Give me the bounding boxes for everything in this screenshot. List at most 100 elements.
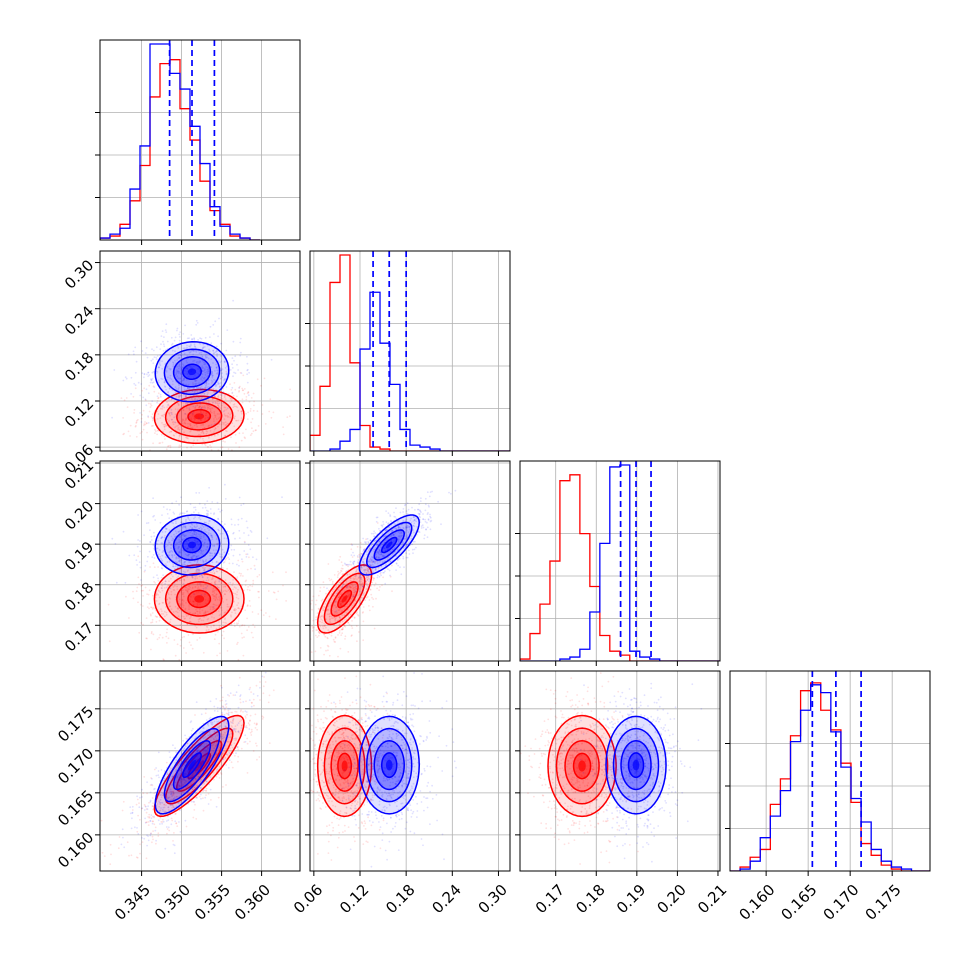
scatter-point: [395, 528, 398, 530]
scatter-point: [198, 535, 201, 537]
scatter-point: [199, 612, 201, 615]
scatter-point: [188, 351, 191, 354]
scatter-point: [235, 737, 238, 740]
scatter-point: [412, 516, 415, 518]
scatter-point: [221, 555, 223, 558]
scatter-point: [221, 735, 224, 737]
scatter-point: [200, 407, 203, 410]
scatter-point: [328, 577, 330, 580]
scatter-point: [170, 817, 173, 820]
scatter-point: [149, 541, 152, 544]
scatter-point: [214, 753, 217, 756]
scatter-point: [153, 356, 156, 359]
scatter-point: [198, 386, 200, 389]
scatter-point: [155, 594, 158, 596]
scatter-point: [175, 596, 178, 598]
scatter-point: [196, 577, 199, 579]
scatter-point: [205, 787, 208, 790]
scatter-point: [221, 553, 223, 556]
scatter-point: [182, 409, 185, 411]
scatter-point: [398, 525, 400, 528]
scatter-point: [226, 603, 229, 606]
scatter-point: [199, 342, 202, 345]
scatter-point: [179, 380, 182, 383]
scatter-point: [190, 530, 193, 533]
scatter-point: [172, 365, 175, 368]
scatter-point: [160, 542, 163, 544]
scatter-point: [160, 559, 163, 561]
scatter-point: [230, 399, 233, 402]
scatter-point: [165, 323, 168, 326]
scatter-point: [183, 538, 186, 540]
scatter-point: [224, 441, 226, 443]
scatter-point: [177, 394, 180, 397]
scatter-point: [348, 585, 351, 587]
scatter-point: [177, 388, 180, 390]
scatter-point: [185, 510, 188, 513]
scatter-point: [193, 359, 196, 362]
scatter-point: [202, 406, 205, 409]
scatter-point: [202, 790, 204, 793]
scatter-point: [208, 486, 211, 489]
scatter-point: [354, 591, 357, 593]
scatter-point: [184, 422, 186, 425]
scatter-point: [201, 443, 204, 446]
scatter-point: [166, 598, 169, 601]
scatter-point: [225, 349, 228, 352]
scatter-point: [176, 424, 179, 427]
scatter-point: [174, 593, 176, 596]
scatter-point: [221, 738, 224, 740]
scatter-point: [183, 535, 186, 537]
scatter-point: [353, 565, 356, 568]
scatter-point: [193, 391, 196, 394]
scatter-point: [169, 368, 172, 371]
scatter-point: [324, 625, 326, 627]
scatter-point: [204, 538, 207, 541]
scatter-point: [224, 618, 226, 621]
scatter-point: [369, 558, 372, 561]
scatter-point: [238, 537, 241, 539]
scatter-point: [367, 575, 370, 578]
scatter-point: [387, 522, 390, 524]
scatter-point: [204, 612, 207, 615]
scatter-point: [181, 363, 184, 365]
scatter-point: [391, 553, 394, 555]
scatter-point: [193, 424, 196, 427]
scatter-point: [354, 590, 357, 593]
scatter-point: [400, 535, 403, 538]
scatter-point: [187, 592, 190, 595]
scatter-point: [355, 612, 358, 615]
scatter-point: [171, 413, 173, 416]
scatter-point: [157, 379, 160, 382]
scatter-point: [150, 379, 153, 382]
scatter-point: [178, 434, 181, 437]
scatter-point: [380, 574, 382, 577]
scatter-point: [406, 512, 409, 515]
scatter-point: [360, 578, 362, 580]
scatter-point: [172, 806, 175, 809]
scatter-point: [212, 608, 214, 611]
scatter-point: [180, 354, 183, 357]
scatter-point: [180, 540, 182, 543]
scatter-point: [153, 514, 156, 517]
scatter-point: [139, 432, 142, 435]
scatter-point: [184, 553, 187, 555]
scatter-point: [334, 587, 336, 589]
scatter-point: [374, 539, 377, 542]
scatter-point: [308, 660, 310, 662]
scatter-point: [383, 547, 385, 550]
scatter-point: [349, 586, 352, 588]
scatter-point: [250, 734, 253, 736]
scatter-point: [170, 430, 173, 433]
scatter-point: [176, 359, 179, 361]
scatter-point: [231, 746, 234, 749]
scatter-point: [410, 521, 413, 524]
scatter-point: [378, 556, 380, 558]
scatter-point: [215, 593, 218, 596]
scatter-point: [188, 388, 191, 391]
contour-red: [330, 581, 359, 617]
scatter-point: [328, 594, 331, 596]
scatter-point: [181, 780, 184, 783]
scatter-point: [219, 377, 222, 380]
scatter-point: [350, 635, 353, 637]
